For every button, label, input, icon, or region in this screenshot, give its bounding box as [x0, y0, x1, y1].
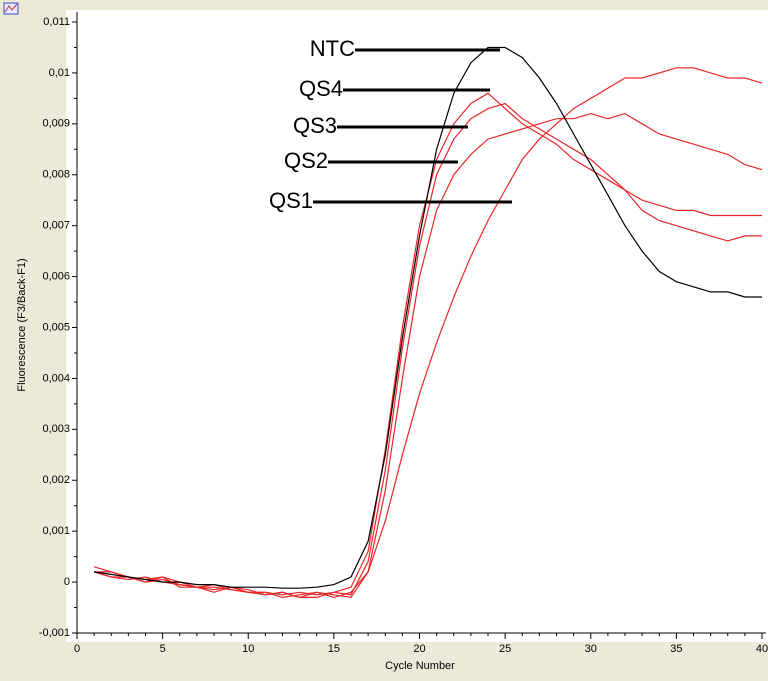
- x-tick-label: 25: [499, 643, 511, 655]
- y-tick-label: 0,002: [42, 474, 70, 486]
- y-tick-label: 0: [64, 576, 70, 588]
- annotation-label: QS3: [293, 113, 337, 138]
- x-tick-label: 40: [756, 643, 768, 655]
- y-tick-label: 0,004: [42, 372, 70, 384]
- y-tick-label: 0,005: [42, 321, 70, 333]
- y-tick-label: 0,001: [42, 525, 70, 537]
- annotation-label: QS2: [284, 148, 328, 173]
- y-tick-label: 0,009: [42, 118, 70, 130]
- x-tick-label: 20: [413, 643, 425, 655]
- series-line: [94, 46, 762, 589]
- x-tick-label: 30: [585, 643, 597, 655]
- x-axis-label: Cycle Number: [385, 660, 455, 672]
- y-tick-label: 0,011: [43, 16, 70, 28]
- series-line: [93, 67, 763, 599]
- y-tick-label: 0,003: [42, 423, 70, 435]
- y-tick-label: 0,006: [42, 270, 70, 282]
- y-tick-label: -0,001: [39, 627, 70, 639]
- x-tick-label: 0: [74, 643, 80, 655]
- x-tick-label: 35: [670, 643, 682, 655]
- annotation-label: NTC: [310, 36, 355, 61]
- y-axis-label: Fluorescence (F3/Back-F1): [16, 258, 28, 391]
- series-line: [94, 112, 763, 599]
- x-tick-label: 5: [160, 643, 166, 655]
- chart-icon-line: [4, 3, 18, 13]
- series-line: [93, 102, 762, 599]
- x-tick-label: 15: [328, 643, 340, 655]
- y-tick-label: 0,01: [49, 67, 70, 79]
- plot-background: [66, 10, 768, 642]
- y-tick-label: 0,007: [42, 220, 70, 232]
- x-tick-label: 10: [242, 643, 254, 655]
- annotation-label: QS4: [299, 76, 343, 101]
- y-tick-label: 0,008: [42, 169, 70, 181]
- annotation-label: QS1: [269, 188, 313, 213]
